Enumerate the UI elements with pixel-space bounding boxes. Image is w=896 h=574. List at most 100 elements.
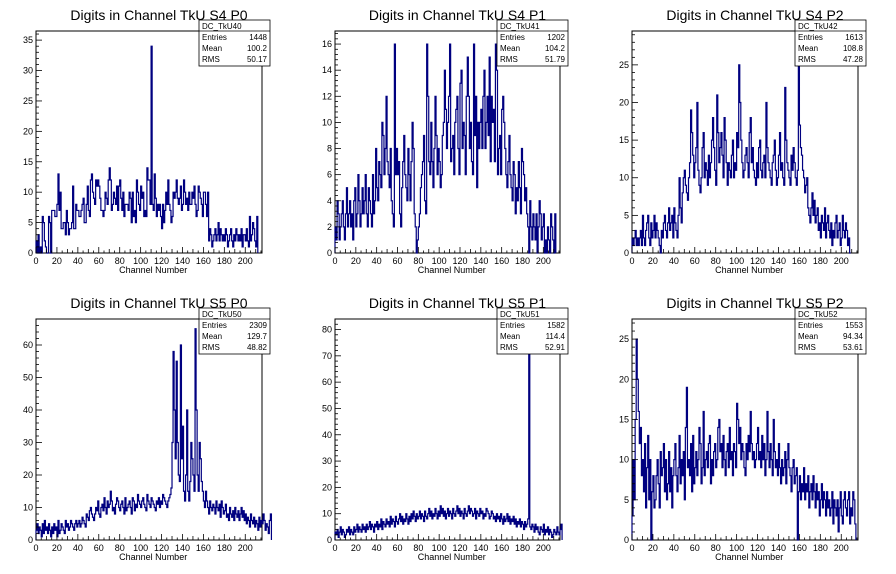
x-tick-label: 200 (238, 543, 253, 553)
x-axis-title: Channel Number (119, 265, 187, 275)
x-tick-label: 120 (154, 543, 169, 553)
y-tick-label: 10 (619, 173, 629, 183)
chart-title: Digits in Channel TkU S4 P1 (369, 7, 546, 23)
y-tick-label: 0 (327, 248, 332, 258)
y-tick-label: 20 (619, 97, 629, 107)
x-tick-label: 80 (115, 543, 125, 553)
x-tick-label: 40 (372, 256, 382, 266)
x-tick-label: 20 (351, 256, 361, 266)
stats-title: DC_TkU40 (202, 22, 242, 31)
x-tick-label: 0 (332, 256, 337, 266)
y-tick-label: 5 (624, 495, 629, 505)
x-tick-label: 100 (133, 256, 148, 266)
y-tick-label: 60 (23, 340, 33, 350)
stats-mean-label: Mean (500, 44, 520, 53)
x-tick-label: 180 (515, 256, 530, 266)
x-tick-label: 160 (196, 543, 211, 553)
x-tick-label: 140 (771, 543, 786, 553)
stats-title: DC_TkU41 (500, 22, 540, 31)
y-tick-label: 5 (28, 218, 33, 228)
stats-rms-value: 51.79 (545, 55, 566, 64)
stats-entries-label: Entries (500, 33, 525, 42)
x-tick-label: 160 (494, 256, 509, 266)
stats-rms-value: 52.91 (545, 343, 566, 352)
y-tick-label: 0 (624, 535, 629, 545)
x-tick-label: 180 (813, 256, 828, 266)
y-tick-label: 0 (624, 248, 629, 258)
y-tick-label: 0 (28, 248, 33, 258)
x-tick-label: 60 (94, 256, 104, 266)
stats-rms-label: RMS (500, 343, 518, 352)
x-tick-label: 180 (515, 543, 530, 553)
stats-mean-value: 108.8 (843, 44, 864, 53)
x-tick-label: 0 (629, 543, 634, 553)
stats-rms-label: RMS (798, 343, 816, 352)
stats-mean-value: 100.2 (247, 44, 268, 53)
x-tick-label: 20 (648, 543, 658, 553)
stats-rms-value: 48.82 (247, 343, 268, 352)
stats-entries-value: 1202 (547, 33, 565, 42)
panel-s5-p1: Digits in Channel TkU S5 P10 20 40 60 80 100 1… (322, 295, 569, 562)
histogram-series (35, 328, 273, 540)
x-tick-label: 120 (154, 256, 169, 266)
x-tick-label: 80 (115, 256, 125, 266)
stats-box (198, 19, 271, 67)
x-tick-label: 140 (175, 543, 190, 553)
x-tick-label: 100 (729, 256, 744, 266)
chart-title: Digits in Channel TkU S4 P0 (70, 7, 247, 23)
x-tick-label: 180 (813, 543, 828, 553)
y-tick-label: 10 (23, 187, 33, 197)
y-tick-label: 15 (619, 414, 629, 424)
x-tick-label: 0 (332, 543, 337, 553)
x-axis-title: Channel Number (418, 552, 486, 562)
stats-title: DC_TkU50 (202, 310, 242, 319)
x-tick-label: 200 (834, 256, 849, 266)
stats-rms-value: 53.61 (843, 343, 864, 352)
x-tick-label: 0 (629, 256, 634, 266)
x-tick-label: 120 (750, 543, 765, 553)
stats-title: DC_TkU52 (798, 310, 838, 319)
x-axis-title: Channel Number (119, 552, 187, 562)
x-tick-label: 20 (648, 256, 658, 266)
panel-s5-p0: Digits in Channel TkU S5 P00 20 40 60 80 100 1… (23, 295, 273, 562)
chart-title: Digits in Channel TkU S5 P1 (369, 295, 546, 311)
stats-rms-value: 50.17 (247, 55, 268, 64)
x-tick-label: 40 (669, 543, 679, 553)
histogram-series (334, 342, 563, 540)
x-tick-label: 100 (729, 543, 744, 553)
y-tick-label: 15 (619, 135, 629, 145)
y-tick-label: 4 (327, 196, 332, 206)
chart-title: Digits in Channel TkU S4 P2 (666, 7, 843, 23)
y-tick-label: 12 (322, 91, 332, 101)
x-tick-label: 20 (52, 256, 62, 266)
y-tick-label: 30 (23, 438, 33, 448)
y-tick-label: 50 (23, 373, 33, 383)
y-tick-label: 0 (28, 535, 33, 545)
x-tick-label: 40 (73, 543, 83, 553)
x-tick-label: 100 (432, 543, 447, 553)
stats-mean-value: 129.7 (247, 332, 268, 341)
x-tick-label: 160 (494, 543, 509, 553)
stats-title: DC_TkU42 (798, 22, 838, 31)
x-tick-label: 200 (834, 543, 849, 553)
x-axis-title: Channel Number (715, 552, 783, 562)
x-tick-label: 60 (690, 543, 700, 553)
histogram-series (631, 56, 851, 254)
x-tick-label: 60 (690, 256, 700, 266)
x-tick-label: 60 (94, 543, 104, 553)
stats-entries-value: 2309 (249, 321, 267, 330)
plot-frame (334, 30, 561, 254)
stats-box (794, 19, 867, 67)
stats-entries-label: Entries (202, 33, 227, 42)
y-tick-label: 25 (619, 60, 629, 70)
stats-rms-value: 47.28 (843, 55, 864, 64)
plot-frame (35, 30, 263, 254)
y-tick-label: 35 (23, 35, 33, 45)
x-tick-label: 80 (413, 543, 423, 553)
panel-s4-p0: Digits in Channel TkU S4 P00 20 40 60 80 100 1… (23, 7, 271, 275)
histogram-series (334, 43, 557, 254)
y-tick-label: 30 (23, 66, 33, 76)
x-tick-label: 0 (33, 543, 38, 553)
y-tick-label: 70 (322, 351, 332, 361)
